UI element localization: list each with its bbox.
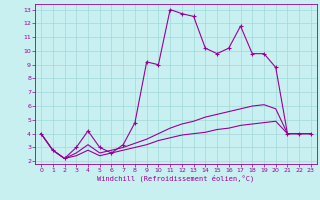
X-axis label: Windchill (Refroidissement éolien,°C): Windchill (Refroidissement éolien,°C) <box>97 175 255 182</box>
